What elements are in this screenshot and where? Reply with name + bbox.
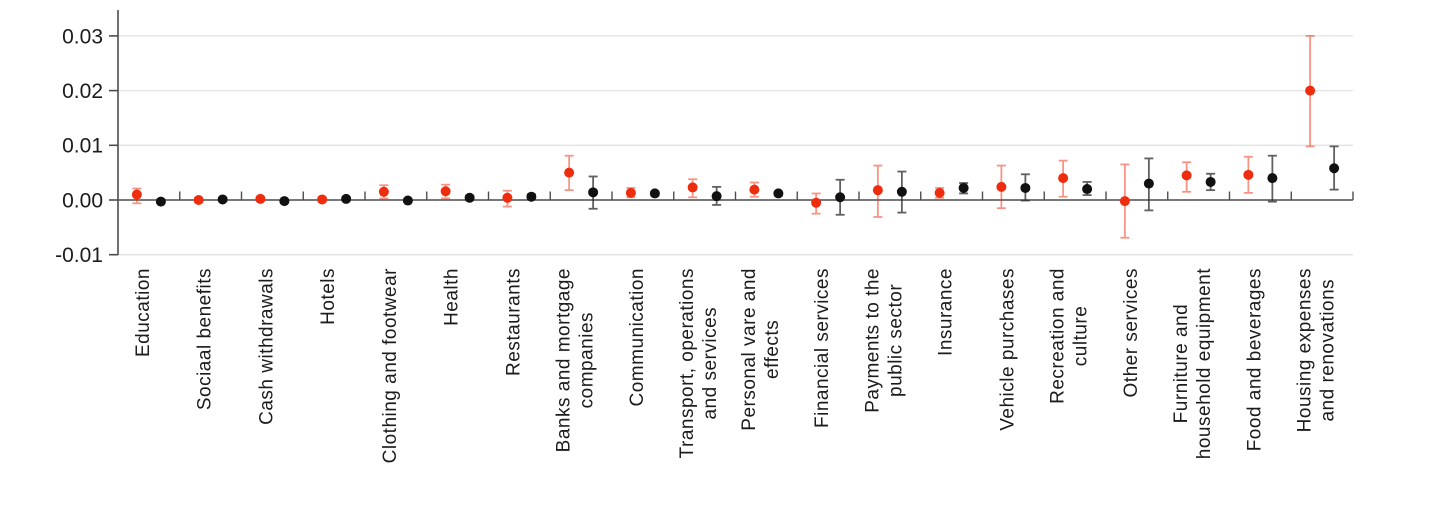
data-point-black-series bbox=[279, 196, 290, 207]
x-category-label: Financial services bbox=[812, 268, 833, 428]
x-category-label: and services bbox=[700, 307, 721, 420]
x-category-label: Communication bbox=[627, 268, 648, 407]
data-point-black-series bbox=[341, 193, 352, 204]
data-point-black-series bbox=[402, 195, 413, 206]
data-point-red-series bbox=[749, 184, 760, 195]
x-category-label: Insurance bbox=[936, 268, 957, 356]
x-category-label: Vehicle purchases bbox=[997, 268, 1018, 431]
data-point-black-series bbox=[649, 188, 660, 199]
data-point-red-series bbox=[502, 192, 513, 203]
y-axis-tick-label: 0.03 bbox=[62, 25, 103, 48]
x-category-label: effects bbox=[762, 320, 783, 379]
data-point-red-series bbox=[193, 195, 204, 205]
x-category-label: Health bbox=[442, 268, 463, 326]
x-category-label: Sociaal benefits bbox=[195, 268, 216, 410]
x-category-label: public sector bbox=[885, 284, 906, 397]
data-point-red-series bbox=[1119, 196, 1130, 207]
y-axis-tick-label: 0.01 bbox=[62, 135, 103, 158]
data-point-red-series bbox=[872, 185, 883, 196]
data-point-black-series bbox=[958, 182, 969, 193]
x-category-label: culture bbox=[1071, 306, 1092, 367]
data-point-red-series bbox=[131, 189, 142, 200]
data-point-red-series bbox=[625, 187, 636, 198]
x-category-label: Banks and mortgage bbox=[554, 268, 575, 452]
data-point-black-series bbox=[1082, 184, 1093, 195]
data-point-black-series bbox=[464, 192, 475, 203]
data-point-black-series bbox=[1020, 182, 1031, 193]
data-point-red-series bbox=[1058, 173, 1069, 184]
data-point-black-series bbox=[1143, 178, 1154, 189]
x-category-label: Restaurants bbox=[503, 268, 524, 376]
y-axis-tick-label: -0.01 bbox=[55, 244, 103, 267]
data-point-red-series bbox=[1243, 169, 1254, 180]
data-point-red-series bbox=[317, 194, 328, 205]
data-point-red-series bbox=[378, 186, 389, 197]
data-point-red-series bbox=[564, 167, 575, 178]
x-category-label: Payments to the bbox=[862, 268, 883, 413]
data-point-black-series bbox=[1267, 173, 1278, 184]
data-point-red-series bbox=[1181, 170, 1192, 181]
data-point-black-series bbox=[155, 196, 166, 207]
x-category-label: Personal vare and bbox=[739, 268, 760, 431]
x-category-label: and renovations bbox=[1318, 279, 1339, 422]
x-category-label: Education bbox=[133, 268, 154, 357]
data-point-red-series bbox=[687, 182, 698, 193]
data-point-red-series bbox=[934, 187, 945, 198]
x-category-label: household equipment bbox=[1194, 268, 1215, 459]
data-point-black-series bbox=[1329, 163, 1340, 174]
data-point-black-series bbox=[588, 187, 599, 198]
x-category-label: Housing expenses bbox=[1295, 268, 1316, 432]
x-category-label: Hotels bbox=[318, 268, 339, 325]
x-category-label: Transport, operations bbox=[677, 268, 698, 458]
data-point-red-series bbox=[811, 197, 822, 208]
x-category-label: Food and beverages bbox=[1244, 268, 1265, 451]
data-point-black-series bbox=[896, 186, 907, 197]
x-category-label: Other services bbox=[1121, 268, 1142, 397]
x-category-label: Clothing and footwear bbox=[380, 268, 401, 464]
x-category-label: Cash withdrawals bbox=[256, 268, 277, 425]
y-axis-tick-label: 0.02 bbox=[62, 80, 103, 103]
x-category-label: companies bbox=[577, 312, 598, 408]
data-point-red-series bbox=[1305, 85, 1316, 96]
y-axis-tick-label: 0.00 bbox=[62, 189, 103, 212]
data-point-red-series bbox=[255, 193, 266, 204]
x-category-label: Furniture and bbox=[1171, 304, 1192, 424]
data-point-red-series bbox=[996, 181, 1007, 192]
data-point-black-series bbox=[1205, 176, 1216, 187]
data-point-black-series bbox=[526, 191, 537, 202]
data-point-red-series bbox=[440, 186, 451, 197]
data-point-black-series bbox=[835, 192, 846, 203]
data-point-black-series bbox=[711, 191, 722, 202]
x-category-label: Recreation and bbox=[1048, 268, 1069, 404]
data-point-black-series bbox=[773, 188, 784, 199]
data-point-black-series bbox=[217, 194, 228, 205]
